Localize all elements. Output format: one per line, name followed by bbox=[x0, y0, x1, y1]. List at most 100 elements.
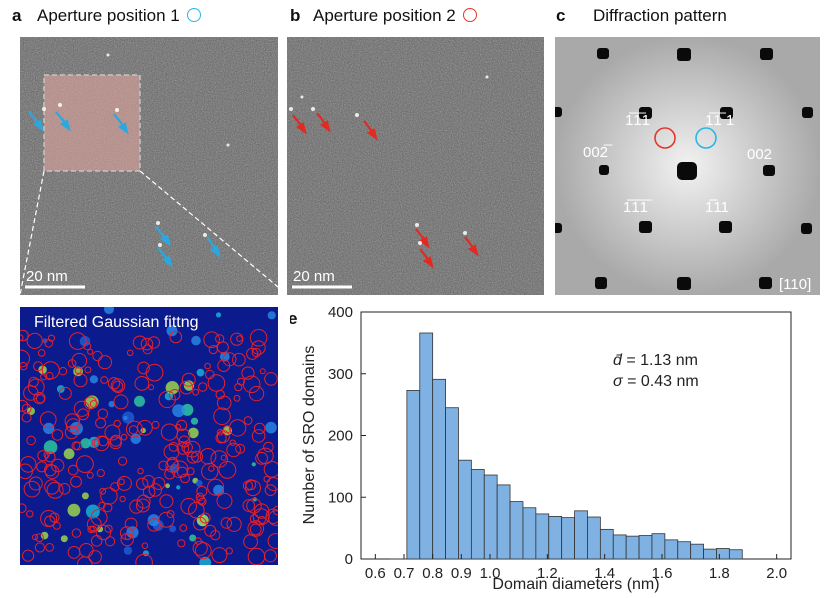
gaussian-fit-circle bbox=[199, 448, 217, 465]
gaussian-fit-circle bbox=[33, 361, 44, 372]
gaussian-fit-circle bbox=[163, 443, 180, 460]
gaussian-fit-circle bbox=[259, 368, 266, 375]
panel-b-label: b bbox=[290, 6, 301, 25]
aperture-1-marker-icon bbox=[695, 127, 717, 149]
intensity-blob bbox=[104, 307, 114, 315]
gaussian-fit-circle bbox=[43, 451, 50, 459]
gaussian-fit-circle bbox=[213, 407, 231, 426]
panel-d-blobs bbox=[27, 307, 277, 565]
gaussian-fit-circle bbox=[71, 352, 88, 369]
gaussian-fit-circle bbox=[70, 475, 82, 488]
gaussian-fit-circle bbox=[164, 468, 176, 480]
intensity-blob bbox=[123, 416, 128, 420]
gaussian-fit-circle bbox=[109, 436, 122, 450]
gaussian-fit-circle bbox=[176, 442, 190, 455]
intensity-blob bbox=[43, 422, 55, 435]
x-tick-label: 0.7 bbox=[394, 565, 415, 582]
panel-d-fit-circles bbox=[20, 329, 278, 565]
gaussian-fit-circle bbox=[86, 471, 94, 479]
gaussian-fit-circle bbox=[207, 374, 226, 392]
histogram-bar bbox=[638, 535, 653, 560]
gaussian-fit-circle bbox=[116, 475, 132, 491]
gaussian-fit-circle bbox=[90, 509, 108, 526]
gaussian-fit-circle bbox=[203, 331, 220, 349]
gaussian-fit-circle bbox=[180, 497, 197, 515]
gaussian-fit-circle bbox=[32, 534, 39, 541]
gaussian-fit-circle bbox=[126, 349, 134, 357]
gaussian-fit-circle bbox=[192, 388, 200, 396]
x-tick-label: 1.0 bbox=[480, 565, 501, 582]
gaussian-fit-circle bbox=[37, 450, 49, 462]
panel-a-label: a bbox=[12, 6, 22, 25]
histogram-bar bbox=[716, 548, 730, 560]
gaussian-fit-circle bbox=[223, 425, 232, 434]
intensity-blob bbox=[191, 335, 201, 346]
gaussian-fit-circle bbox=[217, 359, 231, 372]
gaussian-fit-circle bbox=[20, 329, 29, 342]
gaussian-fit-circle bbox=[228, 419, 247, 437]
mean-symbol: d̄ bbox=[613, 352, 623, 369]
gaussian-fit-circle bbox=[134, 376, 150, 391]
x-tick-label: 0.6 bbox=[365, 565, 386, 582]
gaussian-fit-circle bbox=[77, 556, 93, 565]
gaussian-fit-circle bbox=[255, 451, 269, 465]
histogram-bars bbox=[389, 332, 743, 560]
gaussian-fit-circle bbox=[129, 499, 144, 514]
gaussian-fit-circle bbox=[183, 440, 201, 458]
gaussian-fit-circle bbox=[169, 330, 183, 344]
diffraction-spots bbox=[555, 48, 813, 290]
gaussian-fit-circle bbox=[67, 464, 79, 476]
gaussian-fit-circle bbox=[220, 454, 227, 461]
gaussian-fit-circle bbox=[64, 425, 79, 440]
gaussian-fit-circle bbox=[137, 419, 153, 436]
gaussian-fit-circle bbox=[216, 429, 224, 436]
spot-label-5: 1̅1̅1̅ bbox=[623, 199, 653, 216]
gaussian-fit-circle bbox=[229, 439, 236, 446]
intensity-blob bbox=[147, 514, 160, 527]
gaussian-fit-circle bbox=[52, 521, 61, 530]
gaussian-fit-circle bbox=[216, 492, 233, 509]
gaussian-fit-circle bbox=[119, 495, 126, 503]
intensity-blob bbox=[79, 336, 91, 347]
panel-e-label: e bbox=[290, 309, 297, 328]
gaussian-fit-circle bbox=[84, 366, 92, 374]
gaussian-fit-circle bbox=[44, 479, 60, 495]
intensity-blob bbox=[67, 503, 81, 517]
gaussian-fit-circle bbox=[26, 510, 34, 518]
gaussian-fit-circle bbox=[140, 337, 154, 351]
gaussian-fit-circle bbox=[251, 340, 266, 355]
histogram-bar bbox=[664, 539, 679, 560]
intensity-blob bbox=[196, 368, 205, 377]
gaussian-fit-circle bbox=[210, 450, 228, 468]
gaussian-fit-circle bbox=[170, 460, 189, 479]
gaussian-fit-circle bbox=[97, 435, 109, 447]
intensity-blob bbox=[134, 395, 145, 407]
gaussian-fit-circle bbox=[132, 335, 147, 350]
histogram-svg: e 0.6 0.7 0.8 0.9 1.0 1.2 1.4 1.6 1.8 2.0 0 100 200… bbox=[290, 304, 792, 593]
panel-a-scale-label: 20 nm bbox=[26, 268, 68, 285]
gaussian-fit-circle bbox=[263, 461, 278, 478]
intensity-blob bbox=[267, 311, 276, 320]
histogram-bar bbox=[561, 517, 575, 560]
gaussian-fit-circle bbox=[232, 352, 246, 367]
gaussian-fit-circle bbox=[88, 550, 102, 564]
gaussian-fit-circle bbox=[188, 501, 205, 519]
panel-b-title-text: Aperture position 2 bbox=[313, 6, 456, 25]
intensity-blob bbox=[60, 535, 68, 543]
intensity-blob bbox=[166, 325, 178, 337]
gaussian-fit-circle bbox=[113, 394, 129, 410]
gaussian-fit-circle bbox=[235, 443, 246, 454]
gaussian-fit-circle bbox=[272, 505, 278, 516]
gaussian-fit-circle bbox=[246, 498, 262, 514]
gaussian-fit-circle bbox=[137, 467, 144, 475]
gaussian-fit-circle bbox=[166, 510, 175, 519]
intensity-blob bbox=[219, 351, 230, 362]
svg-text:d̄ = 1.13 nm: d̄ = 1.13 nm bbox=[613, 352, 698, 369]
gaussian-fit-circle bbox=[112, 380, 124, 392]
gaussian-fit-circle bbox=[27, 378, 45, 396]
gaussian-fit-circle bbox=[120, 433, 128, 441]
stats-annotation: d̄ = 1.13 nm σ = 0.43 nm bbox=[613, 352, 699, 390]
intensity-blob bbox=[215, 312, 222, 318]
gaussian-fit-circle bbox=[186, 451, 199, 464]
gaussian-fit-circle bbox=[97, 408, 109, 420]
